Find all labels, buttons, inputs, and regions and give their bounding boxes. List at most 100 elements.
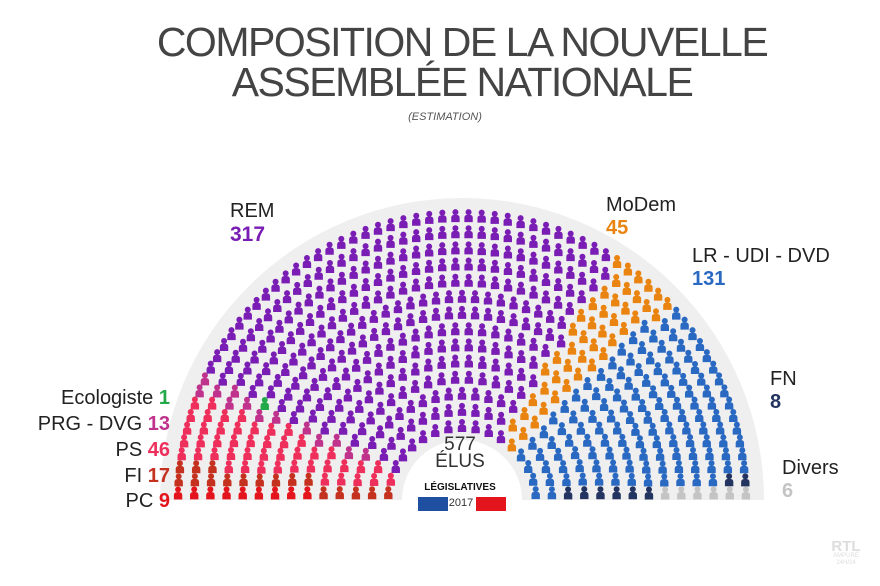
seat-rem: [529, 285, 538, 299]
seat-prg-dvg: [302, 421, 311, 435]
seat-lr-udi-dvd: [594, 472, 604, 486]
seat-lr-udi-dvd: [600, 433, 610, 447]
seat-ps: [196, 434, 205, 448]
seat-lr-udi-dvd: [672, 396, 682, 410]
seat-lr-udi-dvd: [576, 421, 586, 435]
seat-rem: [315, 285, 324, 299]
total-unit: ÉLUS: [435, 451, 485, 472]
seat-lr-udi-dvd: [570, 446, 580, 460]
seat-rem: [411, 328, 420, 342]
seat-ps: [224, 460, 233, 474]
seat-rem: [516, 332, 526, 346]
seat-lr-udi-dvd: [608, 459, 618, 473]
seat-rem: [336, 330, 345, 344]
seat-ps: [190, 396, 200, 410]
seat-lr-udi-dvd: [611, 472, 620, 486]
seat-rem: [410, 379, 420, 393]
seat-rem: [533, 322, 543, 336]
seat-rem: [376, 401, 385, 415]
party-seats: 317: [230, 223, 266, 246]
seat-rem: [478, 355, 487, 369]
seat-rem: [444, 387, 453, 401]
seat-rem: [407, 418, 416, 432]
seat-rem: [490, 276, 500, 290]
seat-rem: [373, 290, 383, 304]
seat-rem: [269, 351, 279, 365]
seat-rem: [326, 297, 336, 311]
seat-lr-udi-dvd: [707, 460, 716, 474]
seat-rem: [373, 255, 383, 269]
seat-rem: [375, 425, 385, 439]
seat-rem: [457, 386, 467, 400]
seat-fi: [190, 473, 200, 487]
seat-divers: [677, 486, 686, 500]
seat-rem: [412, 212, 421, 226]
seat-rem: [347, 341, 357, 355]
seat-rem: [541, 290, 551, 304]
seat-rem: [373, 238, 383, 252]
seat-rem: [529, 234, 538, 248]
seat-lr-udi-dvd: [674, 459, 684, 473]
seat-rem: [424, 341, 433, 355]
party-name: PS: [115, 439, 143, 461]
seat-rem: [411, 345, 420, 359]
seat-rem: [362, 350, 372, 364]
seat-rem: [566, 248, 575, 262]
seat-rem: [391, 460, 400, 474]
party-seats: 9: [158, 490, 170, 512]
seat-rem: [398, 350, 407, 364]
seat-rem: [375, 381, 384, 395]
seat-lr-udi-dvd: [627, 472, 636, 486]
seat-rem: [361, 295, 371, 309]
seat-lr-udi-dvd: [583, 376, 592, 390]
seat-fi: [208, 460, 217, 474]
seat-rem: [361, 225, 370, 239]
seat-prg-dvg: [361, 447, 371, 461]
party-seats: 6: [782, 480, 794, 502]
seat-lr-udi-dvd: [640, 319, 649, 333]
seat-rem: [554, 243, 563, 257]
seat-rem: [246, 328, 256, 342]
seat-lr-udi-dvd: [541, 460, 551, 474]
seat-lr-udi-dvd: [695, 337, 705, 351]
seat-rem: [590, 241, 599, 255]
seat-lr-udi-dvd: [695, 408, 704, 422]
seat-rem: [411, 362, 420, 376]
seat-ps: [356, 460, 366, 474]
party-seats: 17: [147, 465, 170, 487]
seat-rem: [601, 248, 611, 262]
seat-lr-udi-dvd: [549, 411, 558, 425]
seat-rem: [316, 347, 325, 361]
seat-lr-udi-dvd: [660, 409, 669, 423]
seat-rem: [318, 367, 328, 381]
seat-fi: [174, 473, 183, 487]
seat-pc: [254, 486, 264, 500]
seat-rem: [418, 293, 428, 307]
total-number: 577: [444, 434, 476, 455]
seat-rem: [521, 317, 531, 331]
seat-rem: [529, 268, 538, 282]
seat-lr-udi-dvd: [732, 421, 742, 435]
seat-rem: [444, 420, 453, 434]
seat-ps: [290, 459, 299, 473]
seat-lr-udi-dvd: [709, 360, 718, 374]
seat-lr-udi-dvd: [677, 409, 687, 423]
seat-lr-udi-dvd: [699, 421, 708, 435]
seat-prg-dvg: [271, 410, 281, 424]
seat-rem: [361, 243, 370, 257]
seat-divers: [660, 486, 670, 500]
seat-lr-udi-dvd: [617, 342, 626, 356]
seat-rem: [437, 339, 446, 353]
seat-ps: [386, 472, 396, 486]
seat-rem: [224, 360, 234, 374]
seat-rem: [227, 327, 236, 341]
seat-modem: [562, 378, 571, 392]
seat-rem: [399, 231, 408, 245]
seat-rem: [271, 278, 280, 292]
seat-lr-udi-dvd: [669, 434, 678, 448]
seat-lr-udi-dvd: [702, 384, 712, 398]
seat-rem: [437, 372, 446, 386]
seat-rem: [529, 251, 538, 265]
seat-prg-dvg: [225, 396, 234, 410]
seat-lr-udi-dvd: [606, 409, 616, 423]
